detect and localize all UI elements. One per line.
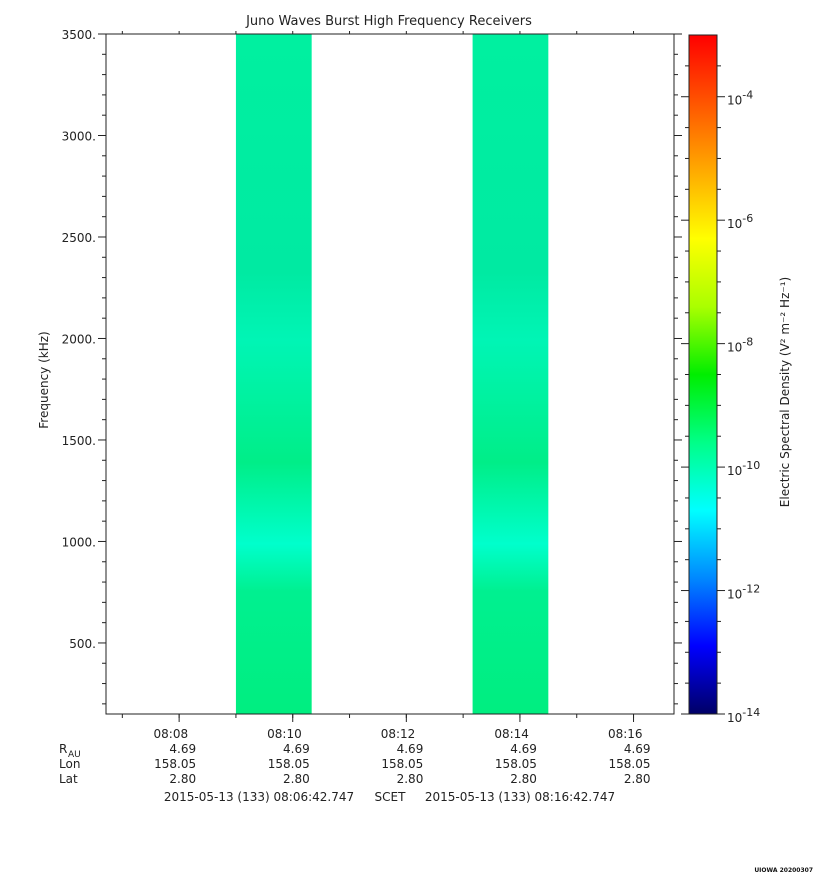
plot-area: [105, 33, 675, 715]
x-tick-label: 08:16: [608, 727, 643, 741]
ephemeris-value: 2.80: [397, 772, 424, 786]
colorbar-tick-label: 10-4: [727, 89, 753, 108]
time-end: 2015-05-13 (133) 08:16:42.747: [425, 790, 615, 804]
x-tick-label: 08:12: [381, 727, 416, 741]
x-tick-label: 08:08: [154, 727, 189, 741]
colorbar-label: Electric Spectral Density (V² m⁻² Hz⁻¹): [778, 277, 792, 507]
ephemeris-value: 4.69: [169, 742, 196, 756]
ephemeris-value: 158.05: [609, 757, 651, 771]
ephemeris-value: 4.69: [510, 742, 537, 756]
y-tick-label: 2000.: [62, 332, 96, 346]
time-footer: 2015-05-13 (133) 08:06:42.747 SCET 2015-…: [164, 790, 615, 804]
colorbar-tick-label: 10-12: [727, 583, 760, 602]
time-start: 2015-05-13 (133) 08:06:42.747: [164, 790, 354, 804]
ephemeris-value: 4.69: [283, 742, 310, 756]
y-tick-label: 3500.: [62, 28, 96, 42]
ephemeris-label-sub: AU: [68, 750, 81, 760]
x-tick-label: 08:10: [267, 727, 302, 741]
chart-title: Juno Waves Burst High Frequency Receiver…: [245, 14, 532, 29]
ephemeris-value: 2.80: [624, 772, 651, 786]
colorbar-tick-label: 10-6: [727, 212, 753, 231]
y-tick-label: 2500.: [62, 231, 96, 245]
ephemeris-value: 2.80: [283, 772, 310, 786]
data-burst-1: [235, 34, 312, 714]
processing-stamp: UIOWA 20200307: [754, 867, 813, 874]
colorbar-tick-label: 10-14: [727, 706, 760, 725]
ephemeris-table: R AU 4.69 4.69 4.69 4.69 4.69 Lon 158.05 158.05 15…: [59, 742, 651, 786]
data-burst-2: [472, 34, 549, 714]
ephemeris-label: Lon: [59, 757, 80, 771]
ephemeris-value: 158.05: [268, 757, 310, 771]
x-tick-label: 08:14: [494, 727, 529, 741]
plot-frame: [105, 33, 675, 715]
y-tick-label: 1500.: [62, 434, 96, 448]
ephemeris-value: 4.69: [624, 742, 651, 756]
ephemeris-label: R: [59, 742, 67, 756]
ephemeris-value: 4.69: [397, 742, 424, 756]
ephemeris-value: 158.05: [381, 757, 423, 771]
time-scet: SCET: [375, 790, 407, 804]
ephemeris-value: 158.05: [495, 757, 537, 771]
colorbar-tick-label: 10-8: [727, 336, 753, 355]
y-axis: 500. 1000. 1500. 2000. 2500. 3000. 3500.: [62, 28, 682, 705]
x-axis: 08:08 08:10 08:12 08:14 08:16: [121, 31, 643, 741]
ephemeris-value: 2.80: [510, 772, 537, 786]
y-tick-label: 500.: [69, 637, 96, 651]
colorbar: 10-4 10-6 10-8 10-10 10-12 10-14: [681, 34, 760, 725]
y-tick-label: 3000.: [62, 129, 96, 143]
ephemeris-label: Lat: [59, 772, 78, 786]
y-tick-label: 1000.: [62, 535, 96, 549]
colorbar-scale: [688, 34, 718, 715]
ephemeris-value: 158.05: [154, 757, 196, 771]
y-axis-label: Frequency (kHz): [37, 331, 51, 428]
colorbar-tick-label: 10-10: [727, 459, 760, 478]
ephemeris-value: 2.80: [169, 772, 196, 786]
